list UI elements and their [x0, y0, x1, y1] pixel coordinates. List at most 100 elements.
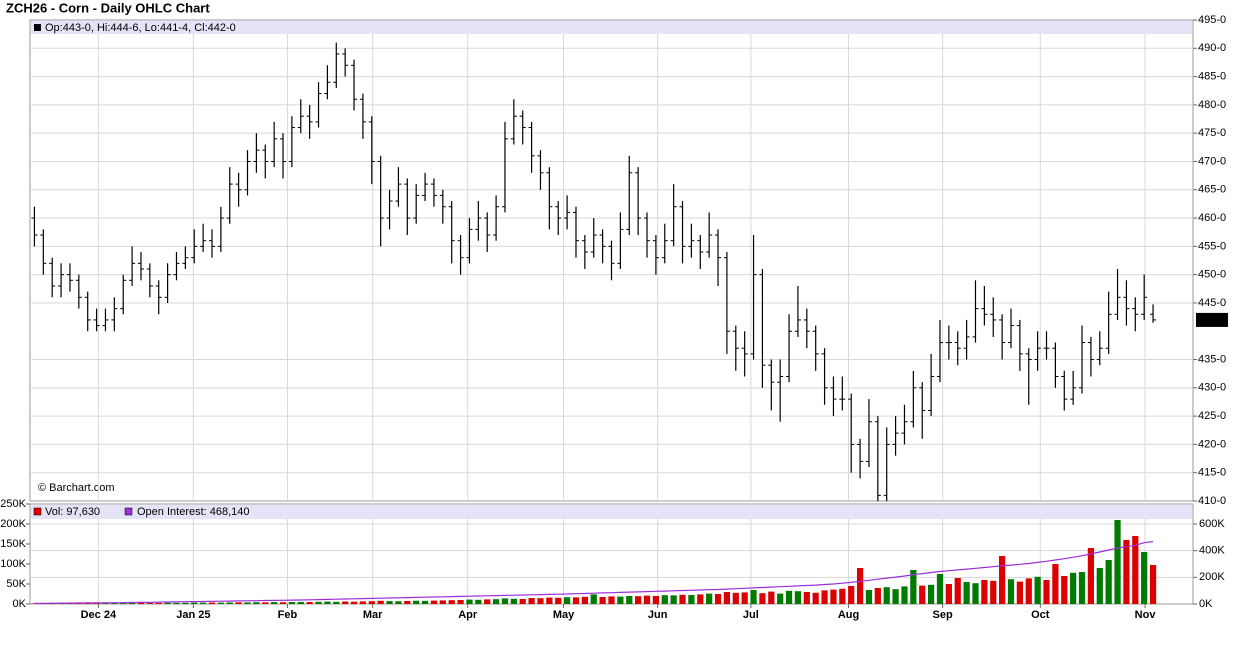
volume-bar [732, 592, 739, 604]
volume-bar [706, 593, 713, 604]
volume-bar [421, 600, 429, 604]
volume-bar [155, 602, 162, 604]
volume-bar [901, 586, 908, 604]
price-header-band [31, 21, 1192, 34]
x-tick-label: Jul [743, 609, 759, 621]
volume-bar [572, 597, 580, 604]
volume-bar [555, 597, 562, 604]
volume-bar [235, 602, 242, 604]
volume-bar [945, 584, 952, 604]
price-header-swatch [34, 24, 41, 31]
volume-bar [102, 603, 109, 604]
volume-bar [93, 603, 100, 604]
volume-bar [1141, 552, 1148, 604]
chart-title: ZCH26 - Corn - Daily OHLC Chart [6, 0, 210, 15]
x-tick-label: Mar [363, 609, 383, 621]
x-tick-label: Aug [838, 609, 859, 621]
y-tick-label: 470-0 [1198, 155, 1226, 167]
y-tick-label: 435-0 [1198, 353, 1226, 365]
y-tick-label: 430-0 [1198, 382, 1226, 394]
volume-bar [839, 588, 846, 604]
volume-bar [910, 570, 917, 604]
volume-bar [271, 602, 278, 604]
volume-bar [564, 597, 571, 604]
x-tick-label: Apr [458, 609, 478, 621]
volume-bar [1070, 572, 1077, 604]
volume-bar [1087, 548, 1095, 604]
volume-bar [279, 602, 287, 604]
price-header: Op:443-0, Hi:444-6, Lo:441-4, Cl:442-0 [45, 22, 236, 34]
volume-bar [936, 574, 944, 604]
volume-bar [688, 595, 695, 604]
y-tick-label: 455-0 [1198, 240, 1226, 252]
volume-bar [501, 598, 509, 604]
volume-bar [1016, 581, 1023, 604]
volume-bar [785, 590, 793, 604]
volume-bar [200, 602, 207, 604]
volume-header-band [31, 505, 1192, 519]
x-tick-label: Jun [648, 609, 668, 621]
volume-bar [1025, 578, 1032, 604]
volume-bar [883, 587, 890, 604]
volume-bar [812, 592, 819, 604]
volume-bar [173, 602, 180, 604]
volume-bar [954, 578, 961, 604]
volume-bar [626, 596, 633, 604]
volume-bar [1052, 564, 1059, 604]
volume-bar [226, 602, 233, 604]
volume-bar [519, 599, 526, 604]
y-tick-label: 50K [6, 578, 26, 590]
volume-bar [528, 598, 535, 604]
y-tick-label: 490-0 [1198, 42, 1226, 54]
y-tick-label: 450-0 [1198, 269, 1226, 281]
volume-bar [874, 588, 881, 604]
volume-bar [750, 590, 757, 604]
x-tick-label: Nov [1135, 609, 1157, 621]
volume-bar [981, 580, 988, 604]
volume-bar [661, 595, 668, 604]
y-tick-label: 250K [0, 498, 26, 510]
volume-bar [430, 600, 438, 604]
volume-bar [768, 591, 775, 604]
volume-bar [359, 601, 367, 604]
volume-bar [475, 599, 482, 604]
volume-bar [590, 594, 597, 604]
volume-bar [1043, 580, 1050, 604]
volume-bar [865, 590, 873, 604]
volume-bar [128, 603, 136, 604]
volume-bar [1149, 564, 1157, 604]
y-tick-label: 445-0 [1198, 297, 1226, 309]
volume-bar [608, 596, 615, 604]
volume-bar [892, 589, 899, 604]
volume-bar [537, 598, 544, 604]
last-price-label: 442-0 [1198, 314, 1226, 326]
volume-bar [617, 596, 624, 604]
volume-legend: Vol: 97,630 [45, 506, 100, 518]
volume-bar [999, 556, 1006, 604]
volume-bar [1132, 536, 1139, 604]
volume-bar [342, 601, 349, 604]
y-tick-label: 410-0 [1198, 495, 1226, 507]
volume-bar [830, 589, 837, 604]
volume-bar [1114, 520, 1121, 604]
volume-bar [1096, 568, 1103, 604]
oi-legend: Open Interest: 468,140 [137, 506, 250, 518]
volume-bar [244, 602, 251, 604]
volume-bar [324, 601, 331, 604]
volume-bar [927, 584, 935, 604]
volume-bar [164, 602, 171, 604]
y2-tick-label: 600K [1199, 518, 1225, 530]
volume-bar [484, 599, 491, 604]
y-tick-label: 425-0 [1198, 410, 1226, 422]
volume-bar [741, 592, 748, 604]
y-tick-label: 100K [0, 558, 26, 570]
volume-bar [856, 568, 864, 604]
y2-tick-label: 200K [1199, 571, 1225, 583]
volume-bar [262, 602, 269, 604]
volume-bar [963, 582, 970, 604]
watermark: © Barchart.com [38, 482, 115, 494]
volume-bar [253, 602, 260, 604]
volume-bar [1078, 572, 1086, 604]
volume-bar [208, 602, 216, 604]
y-tick-label: 460-0 [1198, 212, 1226, 224]
